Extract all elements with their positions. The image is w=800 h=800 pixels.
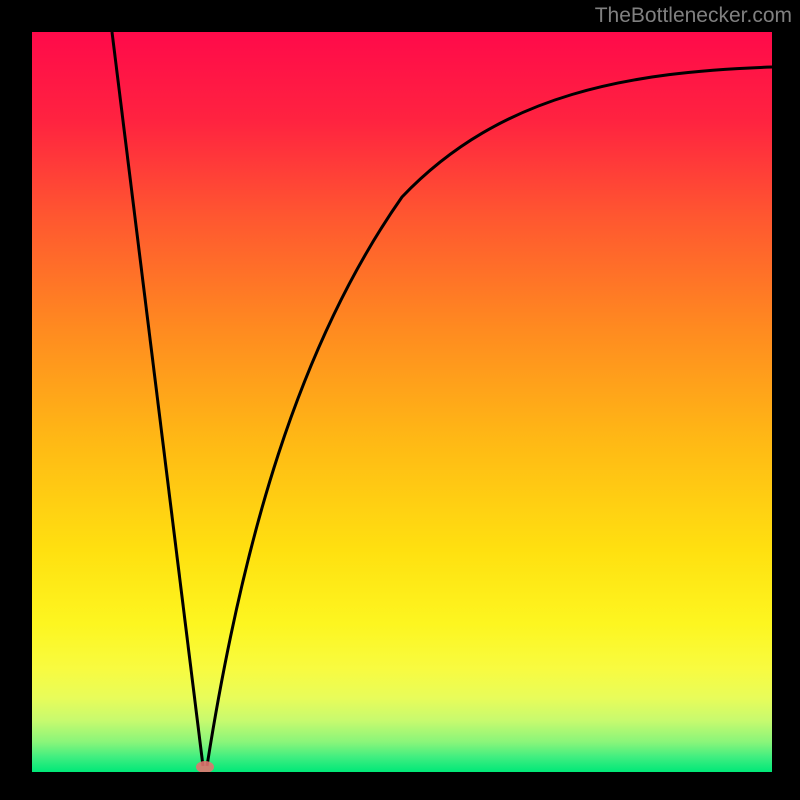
curve-right-branch xyxy=(207,67,772,766)
curve-overlay xyxy=(32,32,772,772)
curve-left-branch xyxy=(112,32,203,766)
plot-area xyxy=(32,32,772,772)
minimum-marker xyxy=(196,761,214,772)
chart-container: TheBottlenecker.com xyxy=(0,0,800,800)
watermark-text: TheBottlenecker.com xyxy=(595,4,792,28)
